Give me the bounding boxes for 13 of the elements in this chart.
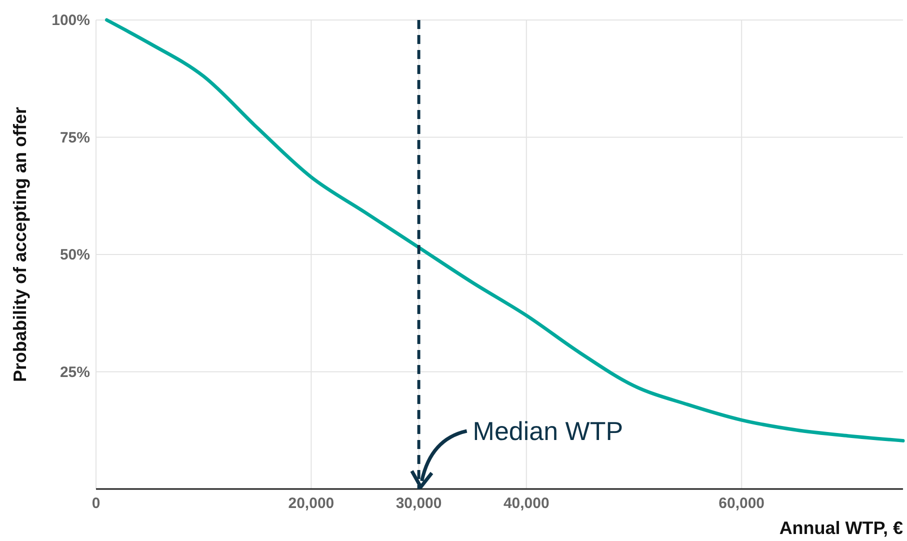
x-tick-label: 40,000 (503, 495, 550, 512)
y-tick-label: 50% (60, 246, 90, 264)
line-series (105, 18, 905, 442)
y-tick-label: 75% (60, 129, 90, 146)
x-axis-title: Annual WTP, € (779, 518, 903, 538)
x-tick-label: 30,000 (396, 495, 442, 512)
ref-line-label: Median WTP (472, 416, 624, 446)
x-tick-label: 0 (92, 495, 100, 512)
y-tick-label: 100% (52, 12, 90, 29)
x-tick-label: 20,000 (288, 495, 334, 512)
x-tick-label: 60,000 (718, 495, 765, 512)
y-tick-label: 25% (60, 364, 90, 381)
y-axis-title: Probability of accepting an offer (10, 106, 30, 382)
